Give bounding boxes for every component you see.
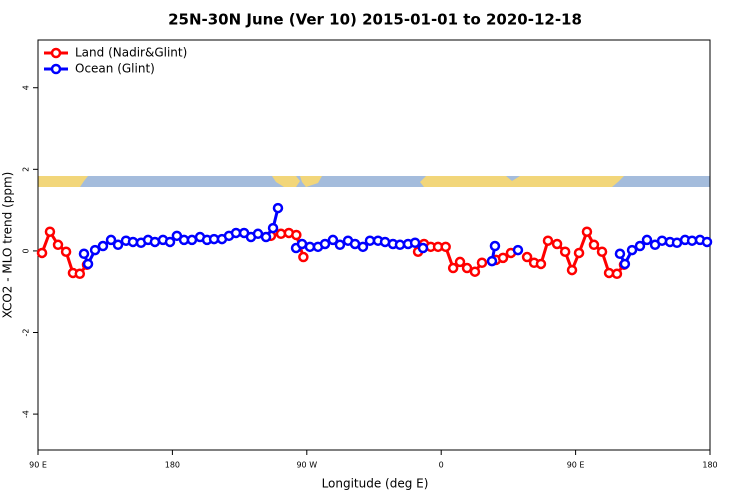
point [357,241,369,253]
point [364,235,376,246]
point [596,246,608,257]
point [611,268,623,280]
point [105,234,117,246]
point [671,237,683,249]
x-tick-label: 180 [165,461,180,470]
legend-marker [50,63,62,75]
point [542,235,554,246]
point [559,246,571,257]
point [469,266,481,277]
point [486,255,498,267]
point [291,229,302,241]
legend-label: Land (Nadir&Glint) [75,46,187,60]
point [476,257,488,268]
y-tick-label: -2 [22,329,31,337]
point [489,240,501,252]
y-tick-label: 2 [22,167,31,172]
point [619,258,631,270]
point [512,244,524,256]
point [440,241,451,253]
y-tick-label: 0 [22,248,31,253]
point [149,236,161,248]
point [74,268,86,280]
point [260,231,272,243]
y-axis-label: XCO2 - MLO trend (ppm) [1,172,15,319]
point [394,239,406,251]
point [626,244,638,256]
point [521,251,533,263]
point [701,236,713,248]
point [497,252,509,264]
point [186,234,198,246]
x-tick-label: 90 E [29,461,47,470]
point [267,222,279,234]
point [304,241,316,253]
point [127,236,139,248]
point [319,238,331,250]
point [417,242,429,254]
point [409,237,421,249]
point [573,247,585,259]
point [36,247,48,259]
y-tick-label: 4 [22,85,31,90]
x-axis-label: Longitude (deg E) [322,477,429,491]
point [97,240,109,252]
point [634,240,646,252]
point [44,226,56,237]
point [327,234,339,246]
point [272,202,284,214]
point [112,239,124,251]
point [252,228,264,240]
point [89,244,101,256]
x-tick-label: 90 E [567,461,585,470]
point [334,239,346,251]
point [641,234,653,246]
point [588,239,600,251]
point [535,258,547,270]
chart-title: 25N-30N June (Ver 10) 2015-01-01 to 2020… [168,11,582,29]
point [82,258,94,270]
point [164,236,176,248]
map-strip [38,176,710,187]
point [52,239,64,251]
point [581,226,593,237]
point [566,264,578,276]
point [656,235,668,246]
point [551,238,563,250]
x-tick-label: 90 W [296,461,317,470]
legend-label: Ocean (Glint) [75,62,155,76]
point [78,248,90,260]
point [454,256,466,268]
legend-marker [50,47,62,59]
x-tick-label: 0 [439,461,444,470]
point [614,248,626,260]
point [60,246,72,257]
point [447,262,459,274]
point [230,227,242,239]
x-tick-label: 180 [702,461,717,470]
y-tick-label: -4 [22,410,31,418]
point [298,251,309,263]
point [461,262,473,274]
